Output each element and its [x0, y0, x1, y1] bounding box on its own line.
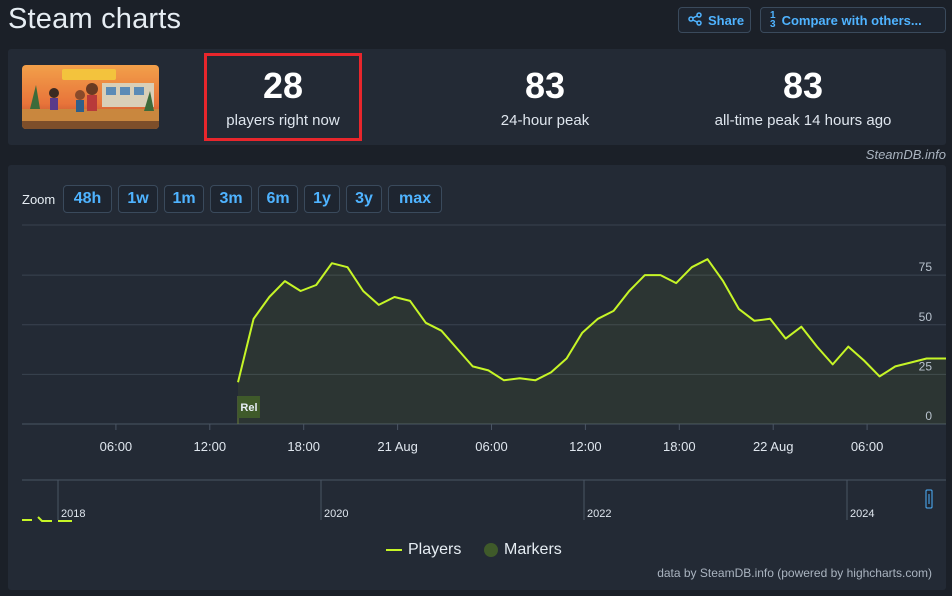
x-tick-label: 21 Aug: [377, 439, 418, 454]
share-label: Share: [708, 12, 745, 28]
players-area: [238, 259, 946, 424]
release-marker-flag: [237, 396, 260, 418]
x-tick-label: 06:00: [100, 439, 133, 454]
fraction-icon: 1 3: [770, 10, 776, 30]
navigator-year-label: 2020: [324, 508, 348, 520]
x-tick-label: 18:00: [287, 439, 320, 454]
zoom-6m-button[interactable]: 6m: [258, 185, 298, 213]
zoom-max-button[interactable]: max: [388, 185, 442, 213]
navigator-series: [22, 516, 72, 522]
y-tick-label: 75: [919, 260, 933, 274]
x-tick-label: 06:00: [851, 439, 884, 454]
players-now-value: 28: [262, 65, 304, 106]
zoom-1y-button[interactable]: 1y: [304, 185, 340, 213]
zoom-label: Zoom: [22, 192, 56, 207]
players-chart[interactable]: Rel 06:00 12:00 18:00 21 Aug 06:00 12:00 18:00…: [8, 165, 946, 590]
x-tick-label: 06:00: [475, 439, 508, 454]
alltime-peak-label: all-time peak 14 hours ago: [714, 112, 892, 129]
zoom-48h-button[interactable]: 48h: [63, 185, 112, 213]
legend-players[interactable]: Players: [386, 540, 461, 560]
x-tick-label: 22 Aug: [753, 439, 794, 454]
alltime-peak-value: 83: [782, 65, 824, 106]
peak-24h-label: 24-hour peak: [500, 112, 590, 129]
x-tick-label: 12:00: [194, 439, 227, 454]
zoom-1m-button[interactable]: 1m: [164, 185, 204, 213]
legend-markers[interactable]: Markers: [484, 540, 562, 560]
highlight-frame: [204, 53, 362, 141]
navigator-year-label: 2022: [587, 508, 611, 520]
share-button[interactable]: Share: [678, 7, 751, 33]
peak-24h-stat: 83 24-hour peak: [470, 49, 620, 145]
zoom-3m-button[interactable]: 3m: [210, 185, 252, 213]
chart-panel: Zoom 48h 1w 1m 3m 6m 1y 3y max Rel 06:00 12:00 18…: [8, 165, 946, 590]
navigator-year-label: 2024: [850, 508, 874, 520]
players-now-stat: 28 players right now: [204, 49, 362, 145]
y-tick-label: 50: [919, 310, 933, 324]
zoom-1w-button[interactable]: 1w: [118, 185, 158, 213]
players-line: [237, 258, 946, 383]
alltime-peak-stat: 83 all-time peak 14 hours ago: [708, 49, 898, 145]
fraction-bottom: 3: [770, 19, 776, 30]
compare-label: Compare with others...: [781, 12, 922, 28]
release-marker-label: Rel: [240, 402, 257, 414]
legend-players-label: Players: [408, 541, 462, 558]
players-line-swatch: [386, 549, 402, 551]
highcharts-credit[interactable]: data by SteamDB.info (powered by highcha…: [657, 566, 932, 580]
x-tick-label: 18:00: [663, 439, 696, 454]
steamdb-credit: SteamDB.info: [865, 147, 946, 162]
peak-24h-value: 83: [524, 65, 566, 106]
share-icon: [688, 11, 702, 29]
navigator-year-label: 2018: [61, 508, 85, 520]
y-tick-label: 25: [919, 359, 933, 373]
zoom-3y-button[interactable]: 3y: [346, 185, 382, 213]
players-now-label: players right now: [226, 112, 340, 129]
x-tick-label: 12:00: [569, 439, 602, 454]
page-title: Steam charts: [8, 3, 182, 35]
stats-panel: 28 players right now 83 24-hour peak 83 …: [8, 49, 946, 145]
markers-dot-swatch: [484, 543, 498, 557]
game-thumbnail[interactable]: [22, 65, 159, 129]
fraction-top: 1: [770, 10, 776, 21]
compare-button[interactable]: 1 3 Compare with others...: [760, 7, 946, 33]
y-tick-label: 0: [925, 409, 932, 423]
legend-markers-label: Markers: [504, 541, 562, 558]
